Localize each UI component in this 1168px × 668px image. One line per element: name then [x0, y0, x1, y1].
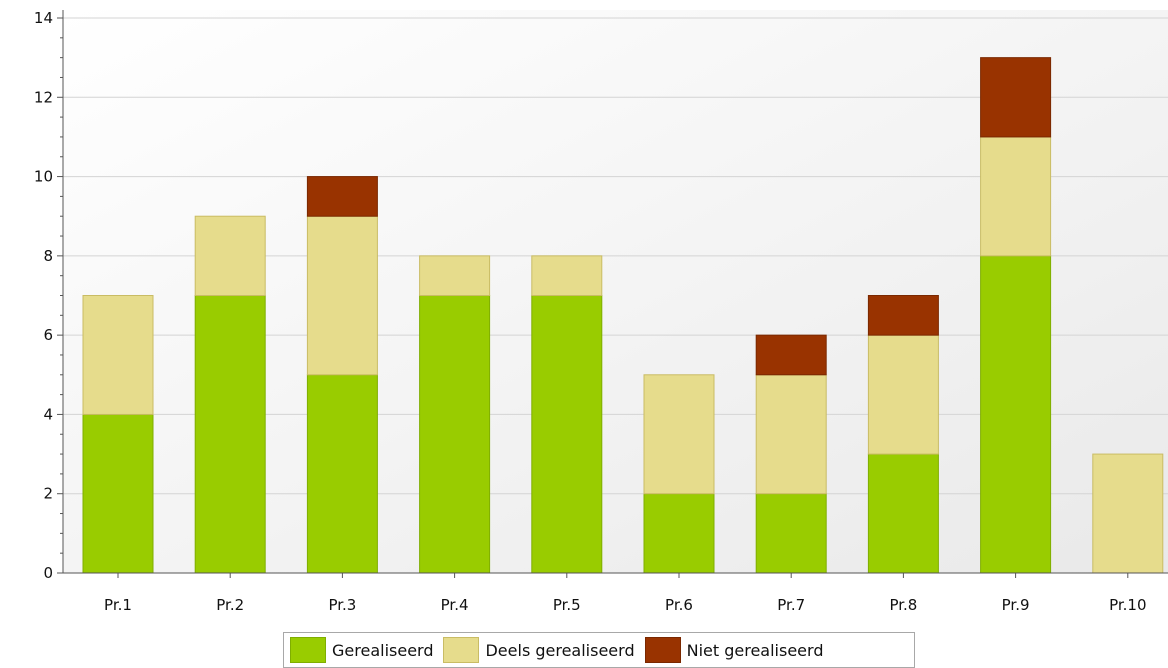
legend-label-niet-gerealiseerd: Niet gerealiseerd — [686, 640, 824, 660]
legend-item-niet-gerealiseerd[interactable]: Niet gerealiseerd — [644, 637, 824, 663]
x-tick-label-pr5: Pr.5 — [553, 596, 581, 614]
y-tick-label-2: 2 — [43, 485, 53, 503]
x-tick-label-pr8: Pr.8 — [889, 596, 917, 614]
bar-pr1-series-0[interactable] — [82, 413, 154, 574]
legend-item-gerealiseerd[interactable]: Gerealiseerd — [290, 637, 433, 663]
y-tick-label-10: 10 — [34, 168, 53, 186]
bar-pr9-series-1[interactable] — [980, 136, 1052, 257]
bar-pr3-series-0[interactable] — [306, 374, 378, 574]
bar-pr4-series-0[interactable] — [419, 295, 491, 574]
bar-pr1-series-1[interactable] — [82, 295, 154, 415]
y-tick-label-0: 0 — [43, 564, 53, 582]
y-tick-label-8: 8 — [43, 247, 53, 265]
bar-pr5-series-1[interactable] — [531, 255, 603, 297]
x-tick-label-pr9: Pr.9 — [1002, 596, 1030, 614]
y-tick-label-12: 12 — [34, 88, 53, 106]
bar-pr5-series-0[interactable] — [531, 295, 603, 574]
y-tick-label-14: 14 — [34, 9, 53, 27]
bar-pr3-series-2[interactable] — [306, 176, 378, 217]
legend-item-deels-gerealiseerd[interactable]: Deels gerealiseerd — [443, 637, 635, 663]
x-tick-label-pr2: Pr.2 — [216, 596, 244, 614]
x-tick-label-pr4: Pr.4 — [441, 596, 469, 614]
legend: Gerealiseerd Deels gerealiseerd Niet ger… — [283, 632, 915, 668]
bar-pr2-series-1[interactable] — [194, 215, 266, 296]
bar-pr6-series-0[interactable] — [643, 493, 715, 574]
y-tick-label-4: 4 — [43, 405, 53, 423]
x-tick-label-pr10: Pr.10 — [1109, 596, 1146, 614]
bar-pr8-series-0[interactable] — [867, 453, 939, 574]
legend-swatch-deels-gerealiseerd — [443, 637, 480, 663]
y-tick-label-6: 6 — [43, 326, 53, 344]
bar-pr6-series-1[interactable] — [643, 374, 715, 495]
bar-pr8-series-2[interactable] — [867, 295, 939, 336]
bar-pr10-series-1[interactable] — [1092, 453, 1164, 574]
x-tick-label-pr3: Pr.3 — [328, 596, 356, 614]
legend-swatch-gerealiseerd — [290, 637, 326, 663]
bar-pr2-series-0[interactable] — [194, 295, 266, 574]
bar-pr8-series-1[interactable] — [867, 334, 939, 455]
bar-pr7-series-0[interactable] — [755, 493, 827, 574]
legend-swatch-niet-gerealiseerd — [644, 637, 681, 663]
x-tick-label-pr7: Pr.7 — [777, 596, 805, 614]
axes: 0 2 4 6 8 10 12 14 Pr.1 Pr.2 Pr.3 Pr.4 Pr.5 Pr.6 Pr.7 P… — [34, 9, 1168, 614]
x-tick-label-pr1: Pr.1 — [104, 596, 132, 614]
bar-pr4-series-1[interactable] — [419, 255, 491, 297]
bar-pr7-series-2[interactable] — [755, 334, 827, 376]
bar-pr7-series-1[interactable] — [755, 374, 827, 495]
legend-label-gerealiseerd: Gerealiseerd — [332, 640, 434, 660]
bar-pr9-series-2[interactable] — [980, 57, 1052, 138]
legend-label-deels-gerealiseerd: Deels gerealiseerd — [485, 640, 635, 660]
x-tick-label-pr6: Pr.6 — [665, 596, 693, 614]
bar-pr9-series-0[interactable] — [980, 255, 1052, 574]
bar-pr3-series-1[interactable] — [306, 215, 378, 376]
